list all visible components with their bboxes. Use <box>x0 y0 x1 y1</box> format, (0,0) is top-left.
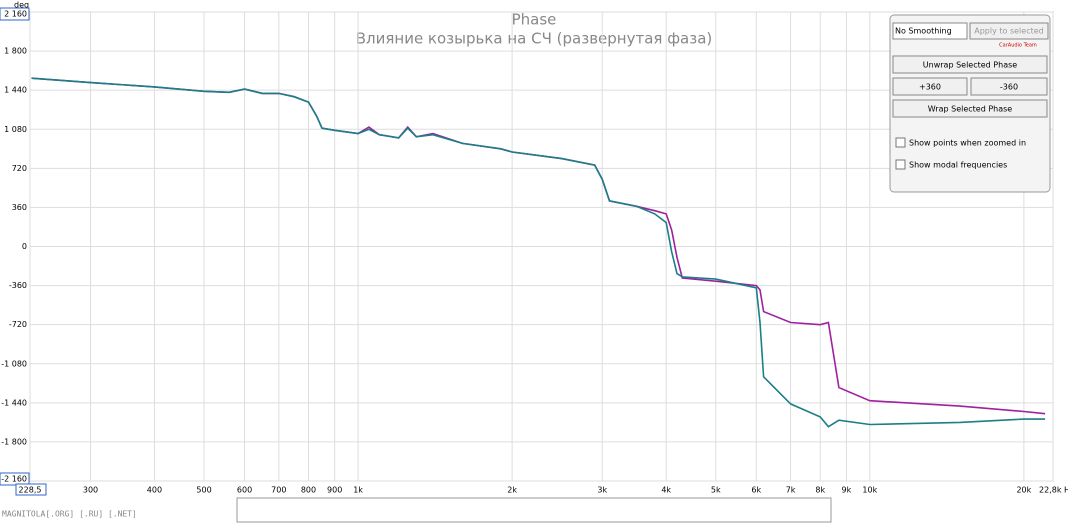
x-tick-label: 900 <box>327 486 342 495</box>
y-tick-label: 0 <box>22 242 27 251</box>
x-tick-label: 800 <box>301 486 316 495</box>
x-tick-label: 300 <box>83 486 98 495</box>
checkbox[interactable] <box>895 137 906 148</box>
legend <box>236 497 832 523</box>
x-tick-label: 4k <box>661 486 671 495</box>
x-tick-label: 20k <box>1016 486 1031 495</box>
smoothing: No Smoothing <box>895 27 952 36</box>
y-tick-label: 360 <box>12 203 27 212</box>
wrap: Wrap Selected Phase <box>928 105 1013 114</box>
x-tick-label: 5k <box>711 486 721 495</box>
y-tick-label: -720 <box>9 320 27 329</box>
y-tick-label: 1 080 <box>4 125 27 134</box>
y-tick-label: -2 160 <box>1 475 27 484</box>
apply-button[interactable] <box>969 22 1049 40</box>
minus: -360 <box>1000 83 1018 92</box>
tick-box <box>0 7 30 21</box>
tick-box <box>0 472 30 486</box>
watermark: MAGNITOLA[.ORG] [.RU] [.NET] <box>2 510 137 519</box>
y-tick-label: -1 440 <box>1 398 27 407</box>
plus-button[interactable] <box>892 77 968 96</box>
y-tick-label: -1 080 <box>1 359 27 368</box>
x-tick-label: 3k <box>597 486 607 495</box>
plus: +360 <box>919 83 941 92</box>
logo: CarAudio Team <box>999 43 1037 49</box>
y-tick-label: 720 <box>12 164 27 173</box>
x-tick-label: 7k <box>786 486 796 495</box>
y-tick-label: 2 160 <box>4 10 27 19</box>
x-tick-label: 10k <box>862 486 877 495</box>
wrap-button[interactable] <box>892 99 1048 118</box>
x-tick-label: 700 <box>271 486 286 495</box>
unwrap-button[interactable] <box>892 55 1048 74</box>
x-tick-label: 6k <box>751 486 761 495</box>
x-tick-label: 8k <box>815 486 825 495</box>
x-tick-label: 1k <box>353 486 363 495</box>
x-tick-label: 228,5 <box>19 486 42 495</box>
checkbox-label: Show points when zoomed in <box>909 139 1026 148</box>
control-panel: No Smoothing Apply to selected CarAudio … <box>889 14 1051 193</box>
apply: Apply to selected <box>974 27 1043 36</box>
checkbox-label: Show modal frequencies <box>909 161 1007 170</box>
y-tick-label: 1 440 <box>4 86 27 95</box>
chart-title: Phase <box>512 11 557 29</box>
chart-subtitle: Влияние козырька на СЧ (развернутая фаза… <box>356 30 713 48</box>
x-tick-label: 500 <box>196 486 211 495</box>
x-tick-label: 9k <box>842 486 852 495</box>
y-unit: deg <box>14 1 29 10</box>
series-line <box>31 77 1046 428</box>
minus-button[interactable] <box>970 77 1048 96</box>
x-tick-label: 22,8k Hz <box>1039 486 1068 495</box>
smoothing-select[interactable] <box>892 22 968 40</box>
x-tick-label: 400 <box>147 486 162 495</box>
tick-box <box>15 483 47 496</box>
y-tick-label: -360 <box>9 281 27 290</box>
y-tick-label: -1 800 <box>1 437 27 446</box>
x-tick-label: 2k <box>507 486 517 495</box>
checkbox[interactable] <box>895 159 906 170</box>
x-tick-label: 600 <box>237 486 252 495</box>
unwrap: Unwrap Selected Phase <box>923 61 1017 70</box>
y-tick-label: 1 800 <box>4 47 27 56</box>
